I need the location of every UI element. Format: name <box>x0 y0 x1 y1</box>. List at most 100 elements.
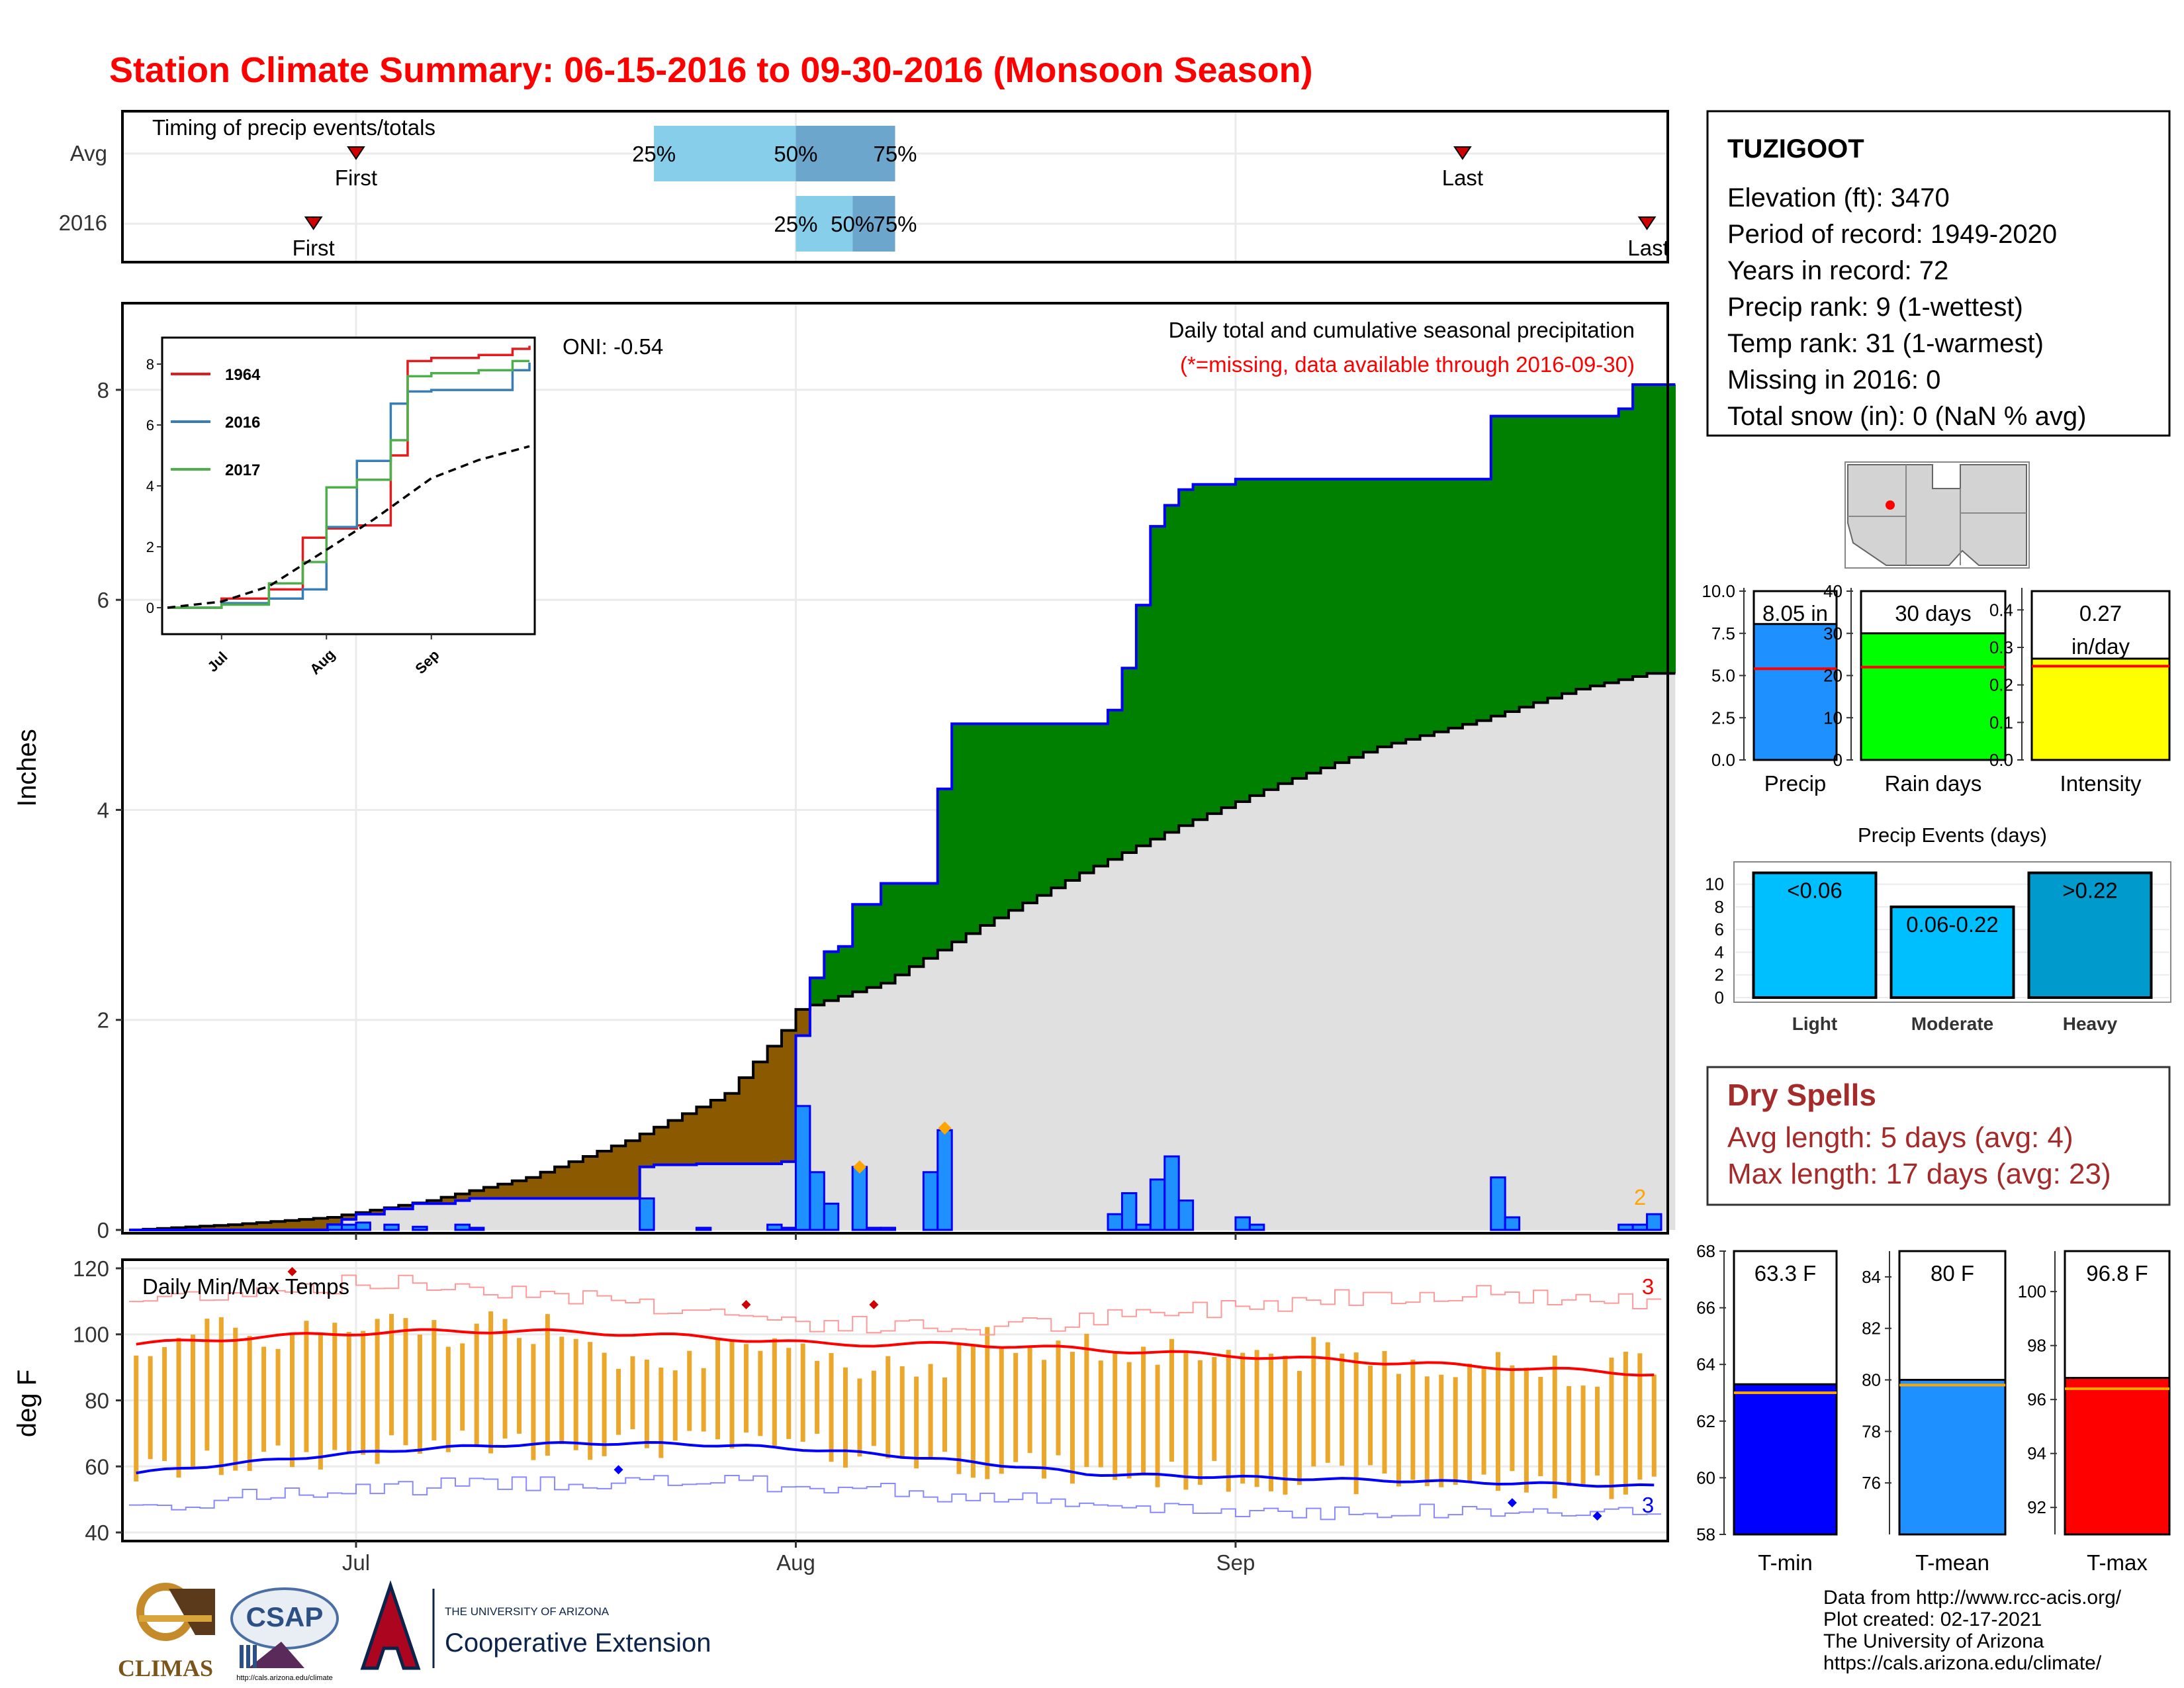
deficit-area <box>483 1187 498 1199</box>
mini-bar-category-label: Precip <box>1764 771 1827 796</box>
daily-precip-bar <box>341 1223 357 1231</box>
surplus-area <box>1505 416 1520 712</box>
daily-temp-range-bar <box>1410 1359 1416 1480</box>
daily-temp-range-bar <box>1254 1350 1259 1487</box>
mini-bar-tick-label: 2.5 <box>1711 708 1735 727</box>
daily-temp-range-bar <box>871 1370 876 1446</box>
station-line-temp-rank: Temp rank: 31 (1-warmest) <box>1727 329 2044 358</box>
surplus-area <box>895 883 910 975</box>
events-category-label: Light <box>1792 1013 1837 1034</box>
surplus-area <box>1036 724 1052 896</box>
daily-temp-range-bar <box>1069 1352 1075 1484</box>
surplus-area <box>1334 479 1350 763</box>
surplus-area <box>852 904 868 992</box>
temp-bar-value-label: 80 F <box>1931 1261 1974 1286</box>
ua-line-2: Cooperative Extension <box>445 1628 711 1658</box>
deficit-area <box>682 1113 698 1165</box>
daily-precip-bar <box>1163 1155 1180 1231</box>
surplus-area <box>1150 526 1165 839</box>
surplus-area <box>1164 505 1179 833</box>
deficit-area <box>427 1200 442 1204</box>
daily-temp-range-bar <box>644 1359 649 1448</box>
mini-bar-tick-label: 20 <box>1823 666 1843 686</box>
daily-precip-bar <box>1646 1213 1662 1231</box>
timing-q75-label: 75% <box>873 212 917 236</box>
temp-y-axis-title: deg F <box>13 1370 42 1437</box>
daily-temp-range-bar <box>999 1347 1004 1474</box>
daily-precip-bar <box>880 1227 897 1231</box>
record-temp-marker <box>1592 1511 1602 1521</box>
university-arizona-logo: THE UNIVERSITY OF ARIZONA Cooperative Ex… <box>360 1580 711 1670</box>
mini-bar-category-label: Intensity <box>2060 771 2142 796</box>
deficit-area <box>767 1046 782 1164</box>
daily-precip-bar <box>1135 1223 1152 1231</box>
surplus-area <box>994 724 1009 918</box>
surplus-area <box>1193 484 1208 820</box>
record-high-line <box>129 1274 1661 1336</box>
surplus-area <box>1604 416 1619 683</box>
surplus-area <box>966 724 981 934</box>
daily-temp-range-bar <box>417 1335 422 1454</box>
first-event-marker <box>347 146 365 160</box>
deficit-area <box>242 1223 257 1230</box>
daily-temp-range-bar <box>1269 1353 1274 1491</box>
deficit-area <box>200 1226 215 1230</box>
daily-temp-range-bar <box>1340 1353 1345 1466</box>
missing-note: (*=missing, data available through 2016-… <box>1180 352 1635 377</box>
month-axis-label: Sep <box>1216 1550 1255 1575</box>
daily-temp-range-bar <box>1098 1360 1103 1468</box>
surplus-area <box>824 951 839 1001</box>
daily-precip-bar <box>866 1227 882 1231</box>
surplus-area <box>1477 479 1492 721</box>
surplus-area <box>1108 710 1123 860</box>
deficit-area <box>256 1222 271 1230</box>
daily-temp-range-bar <box>1424 1376 1430 1487</box>
deficit-area <box>611 1146 626 1199</box>
daily-temp-range-bar <box>942 1377 948 1452</box>
surplus-area <box>909 883 924 967</box>
timing-box-25-50 <box>796 196 853 252</box>
deficit-area <box>398 1205 414 1209</box>
surplus-area <box>1320 479 1336 768</box>
daily-temp-range-bar <box>1495 1352 1500 1491</box>
record-low-line <box>129 1475 1661 1521</box>
events-y-tick-label: 8 <box>1715 897 1724 917</box>
footer-line-4: https://cals.arizona.edu/climate/ <box>1823 1652 2102 1674</box>
daily-temp-range-bar <box>829 1353 834 1462</box>
record-low-count: 3 <box>1642 1493 1654 1517</box>
surplus-area <box>1576 416 1591 690</box>
daily-temp-range-bar <box>886 1356 891 1459</box>
temp-bar-tick-label: 96 <box>2027 1389 2046 1409</box>
daily-temp-range-bar <box>786 1348 792 1439</box>
station-line-period: Period of record: 1949-2020 <box>1727 220 2057 249</box>
last-event-label: Last <box>1627 236 1668 260</box>
daily-temp-range-bar <box>1126 1362 1132 1479</box>
surplus-area <box>1023 724 1038 903</box>
temp-bar-tick-label: 92 <box>2027 1497 2046 1517</box>
record-precip-marker <box>852 1160 866 1174</box>
deficit-area <box>341 1215 357 1220</box>
surplus-area <box>1306 479 1322 773</box>
timing-row-label-avg: Avg <box>70 141 107 165</box>
daily-temp-range-bar <box>1240 1352 1246 1484</box>
daily-temp-range-bar <box>1510 1365 1515 1472</box>
daily-temp-range-bar <box>233 1327 238 1471</box>
events-category-label: Heavy <box>2063 1013 2118 1034</box>
daily-temp-range-bar <box>842 1367 848 1468</box>
temp-bar-category-label: T-min <box>1758 1550 1813 1575</box>
daily-temp-range-bar <box>1283 1355 1288 1495</box>
temp-bar-tick-label: 84 <box>1862 1267 1881 1287</box>
station-line-elevation: Elevation (ft): 3470 <box>1727 183 1950 212</box>
surplus-area <box>1051 724 1066 888</box>
timing-q75-label: 75% <box>873 142 917 166</box>
inset-y-tick-label: 0 <box>146 600 154 616</box>
surplus-area <box>1377 479 1392 747</box>
daily-temp-range-bar <box>1311 1336 1316 1467</box>
deficit-area <box>228 1225 244 1230</box>
record-temp-marker <box>741 1299 751 1309</box>
deficit-area <box>782 1030 797 1162</box>
daily-temp-range-bar <box>899 1366 905 1459</box>
surplus-area <box>1434 479 1449 732</box>
temp-bar-tick-label: 78 <box>1862 1421 1881 1441</box>
